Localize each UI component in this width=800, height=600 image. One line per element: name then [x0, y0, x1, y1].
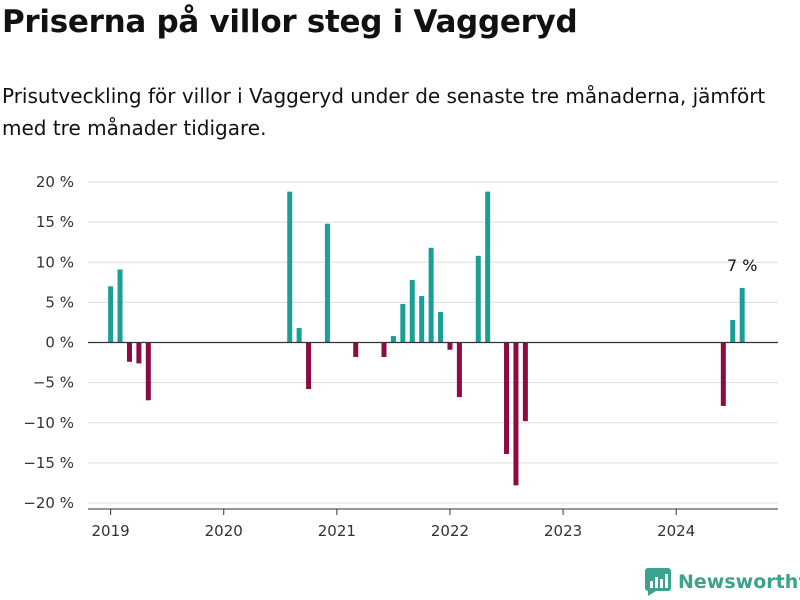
bar [485, 191, 491, 343]
bar [306, 342, 312, 390]
y-tick-label: 10 % [36, 253, 74, 271]
x-tick-label: 2023 [544, 522, 582, 540]
bar [522, 342, 528, 422]
y-tick-label: −20 % [23, 494, 74, 512]
x-tick-label: 2019 [92, 522, 130, 540]
chart-title: Priserna på villor steg i Vaggeryd [2, 4, 578, 40]
bar [739, 287, 745, 343]
y-tick-label: 15 % [36, 213, 74, 231]
bar [475, 255, 481, 343]
bar [108, 286, 114, 343]
bar [419, 295, 425, 343]
y-tick-label: −5 % [33, 374, 74, 392]
x-tick-label: 2024 [657, 522, 695, 540]
newsworthy-logo-icon [645, 568, 671, 596]
y-tick-label: 20 % [36, 173, 74, 191]
bar [447, 342, 453, 350]
bar [456, 342, 462, 398]
bar [428, 247, 434, 343]
bar [400, 303, 406, 343]
bar [381, 342, 387, 357]
bar [513, 342, 519, 486]
bar [438, 312, 444, 343]
y-tick-label: 0 % [45, 334, 74, 352]
bar [287, 191, 293, 343]
bar [145, 342, 151, 401]
bar [136, 342, 142, 364]
brand-name: Newsworthy [678, 571, 800, 593]
bar [353, 342, 359, 357]
bar [504, 342, 510, 455]
bar [324, 223, 330, 343]
y-tick-label: −15 % [23, 454, 74, 472]
bar [296, 328, 302, 343]
bar [730, 320, 736, 343]
y-tick-label: −10 % [23, 414, 74, 432]
bar [390, 336, 396, 343]
bar [126, 342, 132, 362]
bar [720, 342, 726, 406]
x-tick-label: 2022 [431, 522, 469, 540]
bar [409, 279, 415, 343]
y-tick-label: 5 % [45, 293, 74, 311]
data-label: 7 % [727, 256, 757, 275]
chart-subtitle: Prisutveckling för villor i Vaggeryd und… [2, 84, 766, 140]
bar [117, 269, 123, 343]
x-tick-label: 2020 [205, 522, 243, 540]
newsworthy-brand: Newsworthy [645, 568, 800, 596]
x-tick-label: 2021 [318, 522, 356, 540]
